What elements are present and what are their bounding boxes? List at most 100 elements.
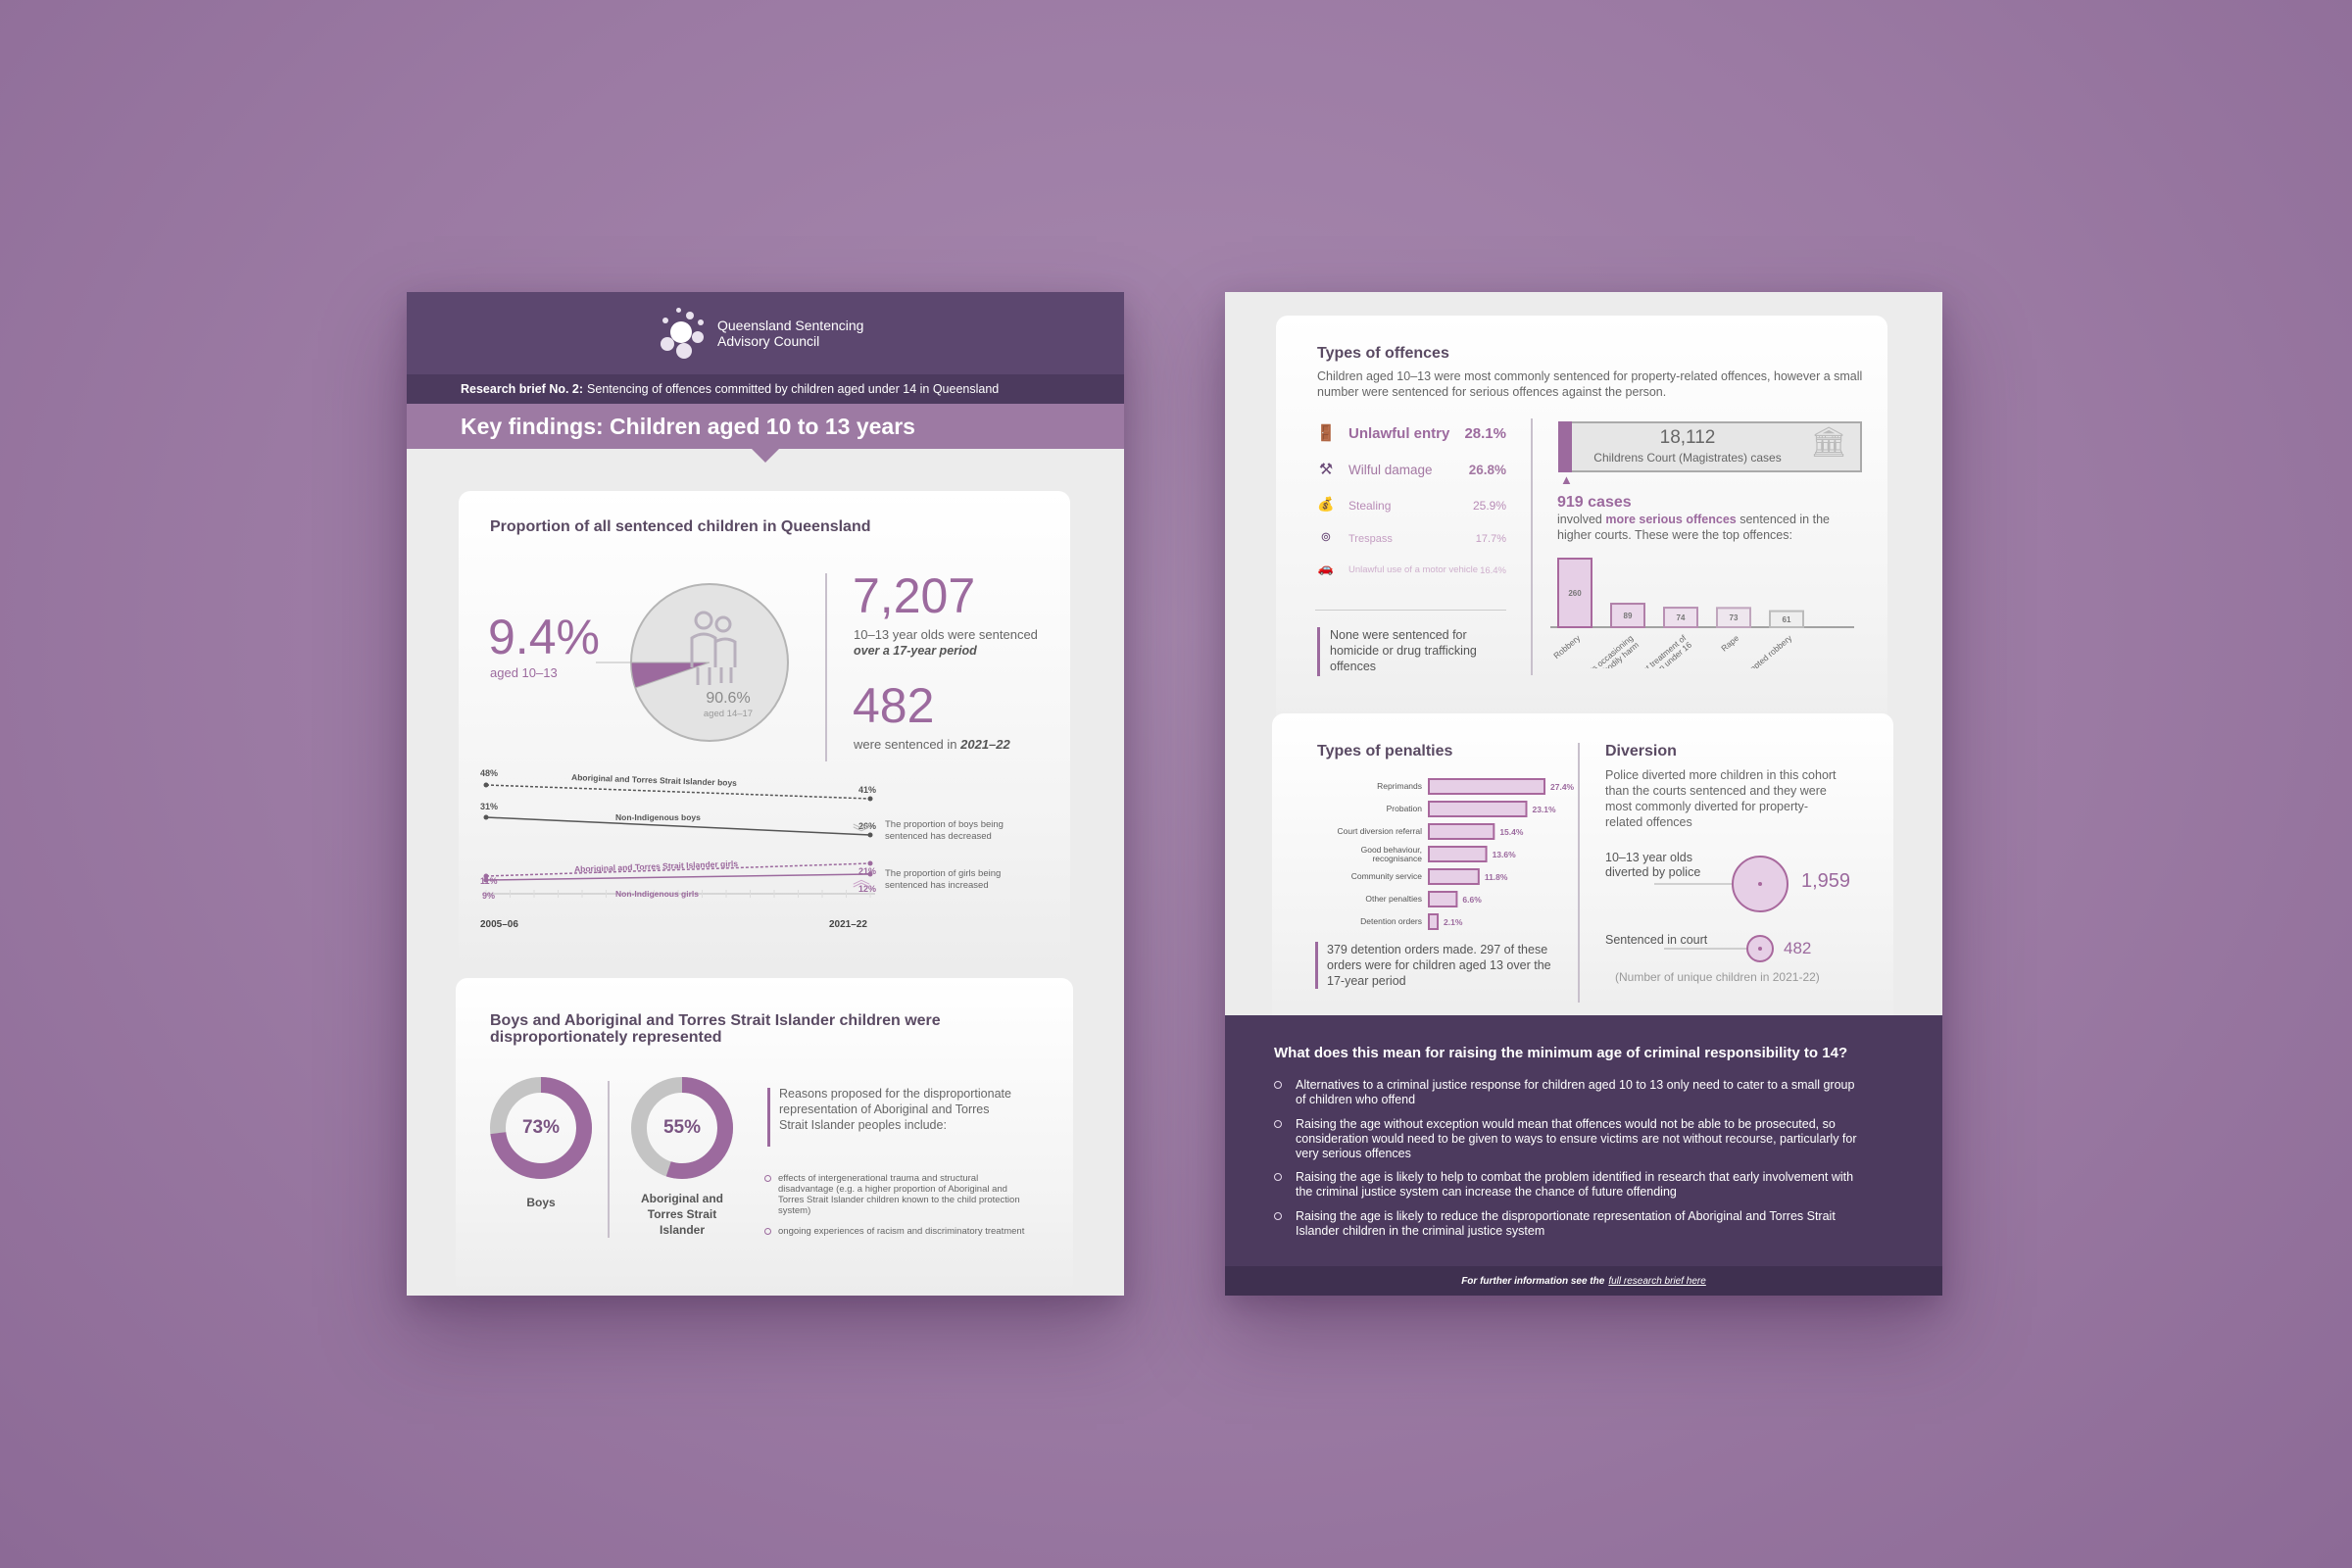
page-right: Types of offences Children aged 10–13 we… [1225,292,1942,1296]
proportion-title: Proportion of all sentenced children in … [490,518,871,535]
diversion-text: Police diverted more children in this co… [1605,768,1837,829]
offence-row: ⊚ Trespass 17.7% [1315,529,1506,549]
boys-label: Boys [526,1196,556,1209]
trend-end-1: 41% [858,785,877,795]
atsi-pct: 55% [662,1117,702,1138]
penalty-bar [1428,801,1528,817]
penalty-value: 11.8% [1485,872,1508,882]
penalties-card: Types of penalties Reprimands 27.4% Probat… [1272,713,1893,1037]
top-offence-label: Rape [1719,633,1740,654]
stat1-text: 10–13 year olds were sentenced [854,627,1038,642]
trend-start-2: 31% [480,802,499,811]
proportion-card: Proportion of all sentenced children in … [459,491,1070,971]
penalty-value: 6.6% [1462,895,1482,905]
penalty-bar [1428,846,1488,862]
atsi-label: Aboriginal and Torres Strait Islander [641,1192,723,1237]
offences-intro: Children aged 10–13 were most commonly s… [1317,369,1863,399]
disprop-card: Boys and Aboriginal and Torres Strait Is… [456,978,1073,1296]
penalty-bar [1428,868,1480,885]
note-up: The proportion of girls being sentenced … [885,868,1002,891]
money-bag-icon: 💰 [1317,496,1335,512]
trend-end-2: 26% [858,821,877,831]
penalty-label: Court diversion referral [1338,826,1423,836]
penalty-bar [1428,778,1545,795]
penalty-label: Detention orders [1360,916,1422,926]
reason-item: effects of intergenerational trauma and … [764,1173,1029,1216]
offences-card: Types of offences Children aged 10–13 we… [1276,316,1887,761]
police-value: 1,959 [1801,870,1851,892]
atsi-donut [631,1077,733,1179]
stat2-text: were sentenced in 2021–22 [854,737,1010,752]
penalty-bar [1428,913,1440,930]
key-findings-title: Key findings: Children aged 10 to 13 yea… [407,404,1124,463]
penalties-chart: Reprimands 27.4% Probation 23.1% Court diver… [1338,778,1575,930]
trespass-icon: ⊚ [1320,529,1332,544]
door-icon: 🚪 [1316,425,1336,442]
penalty-bar [1428,891,1458,907]
hammer-icon: ⚒ [1318,462,1334,478]
penalty-label: Community service [1351,871,1423,881]
meaning-bullet: Raising the age without exception would … [1274,1117,1862,1161]
trend-end-year: 2021–22 [829,919,867,930]
car-icon: 🚗 [1317,561,1335,575]
trend-label-4: Non-Indigenous girls [615,889,699,899]
full-brief-link[interactable]: full research brief here [1608,1275,1706,1287]
diversion-bubbles [1654,856,1788,962]
top-offence-bar [1769,610,1804,628]
penalty-bar [1428,823,1495,840]
meaning-bullet: Raising the age is likely to reduce the … [1274,1209,1862,1239]
offences-title: Types of offences [1317,345,1449,362]
top-offence-bar [1610,603,1645,628]
top-offence-bar [1557,558,1592,628]
brief-bar: Research brief No. 2: Sentencing of offen… [407,374,1124,404]
penalty-label: Probation [1387,804,1423,813]
stat1-value: 7,207 [853,568,976,623]
org-name: Queensland Sentencing Advisory Council [717,318,864,349]
trend-start-3: 11% [480,876,498,886]
note-down: The proportion of boys being sentenced h… [885,819,1004,842]
boys-pct: 73% [521,1117,561,1138]
court-label: Childrens Court (Magistrates) cases [1593,451,1782,465]
trend-chart [483,782,875,898]
offence-row: 💰 Stealing 25.9% [1315,496,1506,515]
trend-start-1: 48% [480,768,499,778]
cases-text: involved more serious offences sentenced… [1557,513,1830,542]
penalties-note: 379 detention orders made. 297 of these … [1327,943,1551,988]
people-icon [690,611,737,685]
meaning-title: What does this mean for raising the mini… [1274,1045,1848,1061]
penalty-value: 2.1% [1444,917,1463,927]
disprop-title: Boys and Aboriginal and Torres Strait Is… [490,1012,941,1046]
chevron-up-icon: ︽ [853,870,870,890]
offence-row: ⚒ Wilful damage 26.8% [1315,460,1506,479]
courthouse-icon: 🏛 [1810,426,1848,459]
pct-large-label: aged 14–17 [703,709,754,719]
meaning-section: What does this mean for raising the mini… [1225,1015,1942,1266]
chevron-down-icon: ︾ [853,823,870,843]
logo-icon [657,306,708,361]
top-offence-bar [1663,607,1698,628]
penalty-value: 27.4% [1550,782,1575,792]
top-offence-label: Attempted robbery [1735,632,1794,668]
penalty-value: 23.1% [1532,805,1556,814]
meaning-bullet: Alternatives to a criminal justice respo… [1274,1078,1862,1107]
header: Queensland Sentencing Advisory Council [407,292,1124,374]
pct-large: 90.6% [706,690,751,707]
top-offence-bar [1716,607,1751,628]
penalty-label: Other penalties [1365,894,1422,904]
top-offence-label: Robbery [1551,632,1583,661]
boys-donut [490,1077,592,1179]
offence-row: 🚗 Unlawful use of a motor vehicle 16.4% [1315,561,1506,580]
cases-value: 919 cases [1557,494,1632,511]
court-sentenced-label: Sentenced in court [1605,933,1708,947]
penalty-value: 13.6% [1493,850,1517,859]
penalty-label: Reprimands [1377,781,1422,791]
trend-start-4: 9% [482,891,496,901]
penalty-label: Good behaviour, recognisance [1361,845,1423,863]
top-offence-value: 61 [1783,615,1791,624]
court-total: 18,112 [1659,427,1716,448]
court-sentenced-value: 482 [1784,939,1812,957]
diversion-footnote: (Number of unique children in 2021-22) [1615,970,1820,984]
top-offence-value: 74 [1677,613,1686,622]
pie-chart [596,583,789,742]
